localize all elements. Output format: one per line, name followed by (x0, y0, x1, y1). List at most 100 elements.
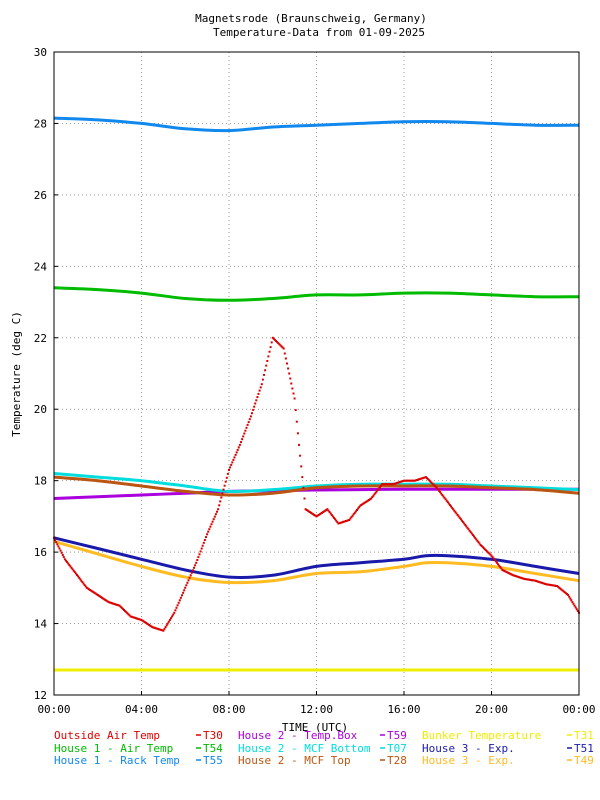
series-t30-point (574, 606, 577, 609)
series-t30-point (253, 405, 256, 408)
series-t30-point (380, 484, 382, 487)
series-t30-point (479, 544, 482, 546)
legend-code: T51 (574, 742, 594, 755)
series-t30-point (128, 614, 131, 617)
series-t30-point (457, 515, 460, 518)
series-t30-point (381, 483, 384, 486)
series-t30-point (256, 396, 259, 399)
series-t30-point (150, 625, 153, 628)
series-t30-point (549, 584, 552, 586)
x-tick-label: 04:00 (125, 703, 158, 716)
series-t30-point (228, 469, 230, 471)
series-layer (53, 116, 580, 672)
series-t30-point (349, 517, 352, 520)
series-t30-point (293, 397, 296, 400)
legend-code: T49 (574, 754, 594, 767)
series-t30-point (340, 521, 343, 524)
series-t30-point (255, 399, 258, 402)
series-t30-point (521, 577, 524, 580)
series-t30-point (155, 627, 158, 630)
series-t30-point (153, 626, 156, 629)
series-t30-point (550, 584, 553, 587)
series-t30-point (88, 588, 90, 591)
series-t59 (53, 487, 579, 500)
legend-code: T59 (387, 729, 407, 742)
series-t30-point (231, 461, 234, 464)
series-t30-point (514, 575, 517, 577)
series-t30-point (526, 578, 529, 581)
series-t30-point (89, 589, 92, 591)
series-t30-point (111, 602, 113, 605)
series-t30-point (520, 576, 522, 579)
series-t30-point (83, 584, 86, 586)
series-t30-point (67, 562, 70, 565)
series-t30-point (237, 446, 240, 449)
legend-item-t55: House 1 - Rack Temp T55 (54, 754, 223, 767)
series-t30-point (501, 569, 504, 571)
series-t30-point (69, 565, 72, 568)
series-t30-point (433, 484, 436, 487)
series-t30-point (203, 539, 206, 541)
series-t30-point (232, 458, 235, 461)
series-t30-point (267, 355, 270, 358)
series-t30-point (470, 532, 473, 535)
series-t30-point (201, 544, 204, 547)
series-t30-point (432, 483, 435, 486)
series-t30-point (441, 494, 444, 496)
series-t30-point (360, 504, 363, 506)
series-t30-point (391, 483, 393, 486)
series-t30-point (247, 421, 250, 424)
series-t30-point (276, 341, 279, 344)
series-t30-point (137, 617, 140, 620)
series-t30-point (112, 602, 115, 605)
series-t30-point (576, 610, 579, 613)
series-t30-point (503, 570, 506, 572)
series-t30-point (281, 346, 284, 349)
series-t07 (53, 472, 580, 494)
series-t30-point (260, 383, 263, 386)
series-t30-point (541, 582, 544, 585)
series-t30-point (172, 613, 175, 616)
series-t30-point (539, 581, 542, 584)
series-t30-point (142, 620, 145, 623)
series-t30-point (288, 372, 291, 375)
series-t30-point (251, 412, 253, 415)
series-t30-point (183, 589, 186, 592)
series-t30-point (241, 438, 244, 441)
series-t30-point (482, 547, 485, 550)
series-t30-point (103, 598, 106, 601)
series-t30-point (356, 509, 358, 511)
series-t30-point (429, 480, 432, 483)
legend-label: Bunker Temperature (422, 729, 541, 742)
series-t30-point (206, 533, 209, 536)
y-tick-label: 22 (34, 332, 47, 345)
series-t30-point (318, 513, 321, 516)
series-t30-point (518, 576, 521, 579)
series-t30-point (108, 601, 111, 604)
series-t30-point (481, 546, 484, 549)
series-t30-point (163, 627, 166, 630)
series-t30-point (185, 584, 188, 587)
series-t30-point (489, 553, 492, 556)
series-t30-point (416, 479, 419, 481)
series-t30-point (287, 367, 290, 370)
series-t30-point (337, 522, 340, 525)
series-t30-point (189, 574, 192, 577)
series-t30-point (445, 499, 448, 502)
series-t30-point (450, 505, 452, 508)
series-t30-point (508, 572, 510, 575)
series-t30-point (533, 579, 536, 582)
series-t30-point (393, 482, 396, 485)
series-t30-point (303, 497, 306, 500)
series-t30-point (182, 591, 185, 594)
series-t30-point (408, 479, 411, 482)
series-t30-point (527, 578, 530, 581)
series-t30-point (310, 511, 312, 514)
legend-label: House 2 - MCF Bottom (238, 742, 371, 755)
series-t30-point (225, 476, 228, 479)
series-t30-point (106, 600, 109, 603)
series-t30-point (351, 514, 354, 517)
series-t30-point (220, 496, 223, 499)
series-t30-point (252, 408, 255, 411)
series-t28-line (53, 475, 580, 497)
